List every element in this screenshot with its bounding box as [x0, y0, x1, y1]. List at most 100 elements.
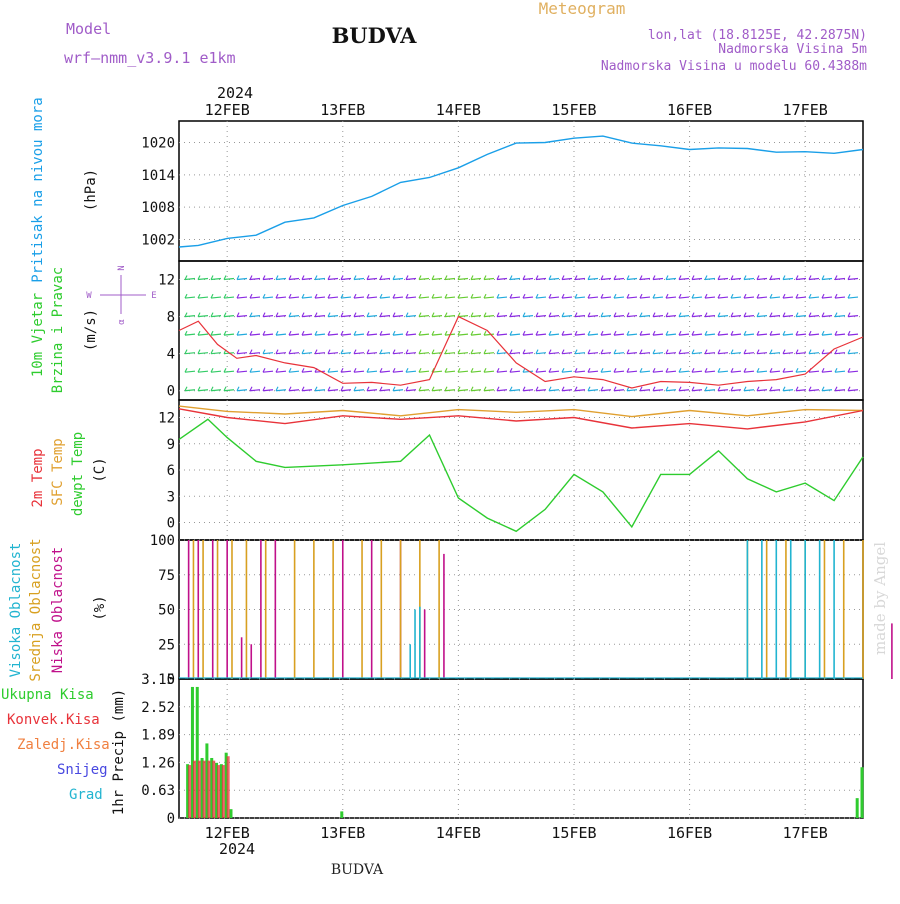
wind-barb: [366, 296, 378, 299]
y-tick-label: 1014: [141, 168, 175, 184]
wind-barb-flag: [392, 386, 396, 391]
precip-bar: [217, 765, 221, 818]
wind-barb: [301, 389, 313, 392]
wind-barb: [782, 389, 794, 392]
precip-bar: [200, 757, 204, 818]
temp-ylabel-1: 2m Temp: [30, 448, 46, 507]
wind-barb-flag: [691, 293, 695, 299]
precip-bar: [221, 765, 225, 818]
wind-barb-flag: [223, 367, 227, 373]
wind-barb-flag: [678, 275, 682, 280]
wind-barb-flag: [444, 367, 448, 373]
wind-barb: [743, 333, 755, 336]
wind-barb: [561, 352, 573, 355]
wind-barb-flag: [678, 293, 682, 299]
wind-barb: [496, 389, 508, 392]
day-label-top: 12FEB: [205, 101, 250, 119]
wind-barb: [717, 315, 729, 318]
wind-barb-flag: [665, 312, 669, 317]
wind-barb-flag: [574, 330, 578, 336]
wind-barb: [405, 315, 417, 318]
wind-barb: [626, 315, 638, 318]
precip-bar: [188, 765, 192, 818]
wind-barb-flag: [353, 367, 357, 373]
wind-barb-flag: [652, 330, 656, 336]
wind-barb: [535, 296, 547, 299]
wind-barb-flag: [353, 312, 357, 317]
precip-bar: [860, 767, 864, 818]
wind-barb-flag: [665, 386, 669, 391]
wind-barb: [730, 277, 742, 281]
wind-barb-flag: [535, 330, 539, 336]
day-label-bottom: 12FEB: [205, 824, 250, 842]
wind-barb-flag: [600, 367, 604, 373]
wind-barb-flag: [834, 312, 838, 317]
wind-barb-flag: [509, 349, 513, 354]
wind-barb-flag: [197, 330, 201, 336]
wind-barb: [392, 315, 404, 318]
wind-barb: [197, 389, 209, 392]
day-label-bottom: 14FEB: [436, 824, 481, 842]
wind-barb: [249, 352, 261, 355]
wind-barb-flag: [379, 293, 383, 299]
wind-barb-flag: [821, 349, 825, 354]
y-tick-label: 9: [167, 437, 175, 453]
wind-barb-flag: [288, 312, 292, 317]
wind-barb: [431, 389, 443, 392]
wind-barb-flag: [587, 349, 591, 354]
wind-barb-flag: [795, 293, 799, 299]
wind-barb: [327, 370, 339, 373]
wind-barb-flag: [613, 349, 617, 354]
wind-barb: [379, 315, 391, 318]
wind-barb-flag: [210, 293, 214, 299]
wind-barb: [691, 389, 703, 392]
precip-bar: [340, 811, 344, 818]
wind-barb: [184, 277, 196, 281]
wind-barb: [405, 352, 417, 355]
wind-barb: [210, 389, 222, 392]
wind-barb-flag: [470, 293, 474, 299]
wind-barb-flag: [600, 386, 604, 391]
wind-barb-flag: [327, 386, 331, 391]
wind-barb: [613, 277, 625, 281]
wind-barb-flag: [678, 367, 682, 373]
wind-barb: [639, 277, 651, 281]
wind-barb: [561, 277, 573, 281]
wind-barb: [262, 333, 274, 336]
wind-barb-flag: [405, 386, 409, 391]
wind-barb-flag: [483, 367, 487, 373]
wind-barb: [678, 389, 690, 392]
wind-barb-flag: [522, 349, 526, 354]
precip-unit: 1hr Precip (mm): [111, 689, 127, 815]
wind-barb-flag: [704, 293, 708, 299]
wind-barb-flag: [210, 312, 214, 317]
wind-barb-flag: [626, 293, 630, 299]
wind-barb: [561, 315, 573, 318]
y-tick-label: 1.89: [141, 728, 175, 744]
wind-barb: [821, 333, 833, 336]
wind-barb: [665, 389, 677, 392]
wind-barb-flag: [600, 349, 604, 354]
wind-barb: [249, 296, 261, 299]
wind-barb-flag: [587, 293, 591, 299]
wind-barb-flag: [535, 349, 539, 354]
wind-barb-flag: [782, 367, 786, 373]
wind-barb: [704, 315, 716, 318]
wind-barb: [483, 370, 495, 373]
cloud-ylabel-1: Visoka Oblacnost: [8, 543, 24, 678]
wind-barb-flag: [405, 367, 409, 373]
wind-barb-flag: [574, 367, 578, 373]
wind-barb: [600, 389, 612, 392]
wind-barb-flag: [743, 349, 747, 354]
wind-barb: [769, 277, 781, 281]
wind-barb-flag: [288, 349, 292, 354]
wind-barb-flag: [639, 367, 643, 373]
wind-barb-flag: [808, 293, 812, 299]
wind-barb-flag: [197, 367, 201, 373]
wind-barb: [366, 370, 378, 373]
wind-barb: [717, 370, 729, 373]
wind-barb: [327, 333, 339, 336]
wind-barb: [587, 315, 599, 318]
wind-barb: [353, 333, 365, 336]
precip-bar: [202, 760, 206, 818]
